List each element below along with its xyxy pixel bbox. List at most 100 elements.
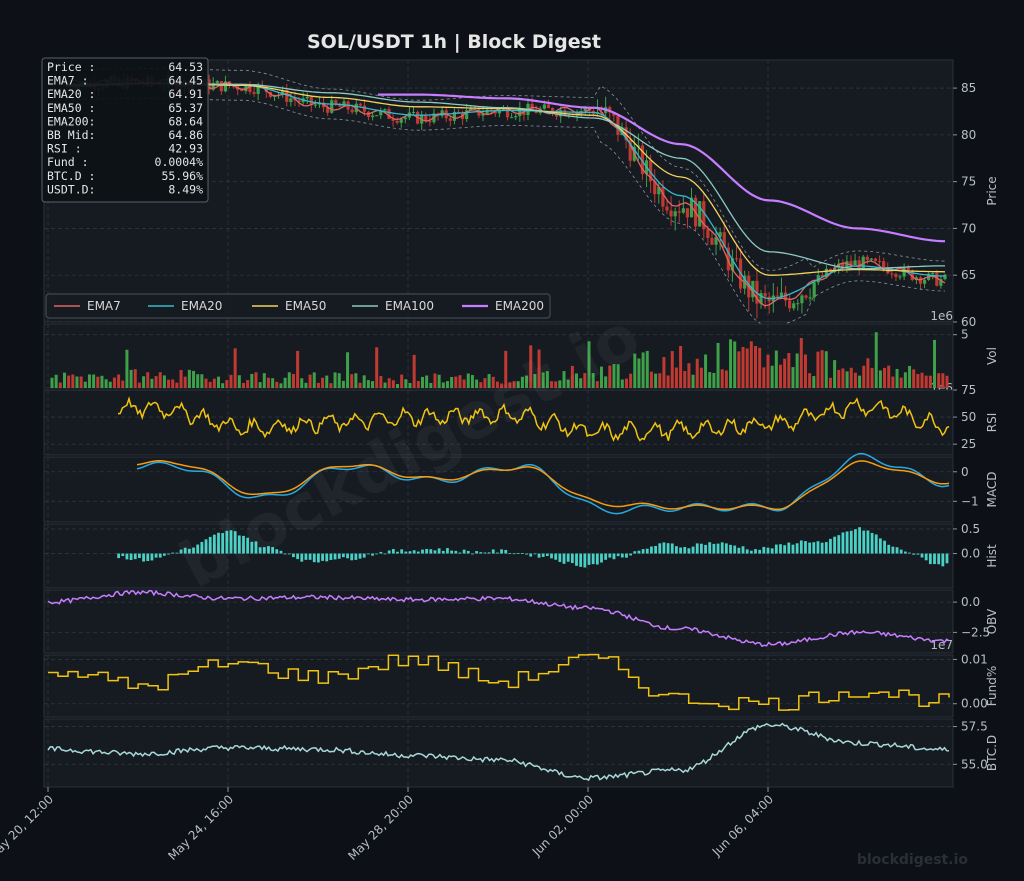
- offset-text: 1e6: [930, 309, 953, 323]
- series-line-rsi: [117, 396, 950, 442]
- hist-bar: [608, 553, 612, 558]
- volume-bar: [545, 371, 549, 388]
- bollinger-upper: [65, 68, 946, 271]
- volume-bar: [808, 373, 812, 388]
- candle-body: [469, 108, 473, 111]
- hist-bar: [899, 549, 903, 554]
- volume-bar: [683, 371, 687, 388]
- volume-bar: [429, 382, 433, 388]
- hist-bar: [708, 542, 712, 554]
- volume-bar: [554, 381, 558, 388]
- panels: 858075706560Price1e65Vol1e6755025RSI0−1M…: [43, 59, 999, 788]
- candle-body: [718, 232, 722, 238]
- hist-bar: [787, 542, 791, 554]
- volume-bar: [167, 379, 171, 388]
- volume-bar: [491, 376, 495, 388]
- hist-bar: [246, 537, 250, 554]
- volume-bar: [733, 341, 737, 388]
- info-box-frame: [41, 57, 209, 203]
- candle-body: [211, 83, 215, 90]
- volume-bar: [745, 348, 749, 388]
- candle-body: [289, 98, 293, 102]
- y-tick-label: 0.5: [961, 522, 980, 536]
- volume-bar: [679, 345, 683, 388]
- volume-bar: [862, 365, 866, 388]
- candle-body: [857, 260, 861, 269]
- candle-body: [510, 117, 514, 119]
- volume-bar: [470, 375, 474, 388]
- hist-bar: [562, 553, 566, 564]
- volume-bar: [579, 378, 583, 388]
- candle-body: [845, 261, 849, 268]
- volume-bar: [204, 378, 208, 388]
- hist-bar: [429, 549, 433, 554]
- hist-bar: [204, 539, 208, 554]
- hist-bar: [125, 553, 129, 560]
- candle-body: [665, 206, 669, 211]
- volume-bar: [649, 371, 653, 388]
- volume-bar: [916, 374, 920, 388]
- y-tick-label: 57.5: [961, 720, 988, 734]
- y-axis-label: Hist: [985, 544, 999, 568]
- hist-bar: [587, 553, 591, 565]
- volume-bar: [237, 375, 241, 388]
- hist-bar: [679, 547, 682, 554]
- candle-body: [579, 111, 583, 113]
- volume-bar: [941, 373, 945, 388]
- hist-bar: [841, 532, 845, 554]
- candle-body: [783, 292, 788, 301]
- hist-bar: [425, 548, 429, 554]
- candle-body: [873, 258, 878, 261]
- volume-bar: [770, 365, 774, 388]
- candle-body: [424, 114, 428, 121]
- candle-body: [640, 145, 645, 175]
- volume-bar: [762, 367, 766, 388]
- hist-bar: [400, 549, 404, 554]
- hist-bar: [616, 553, 620, 557]
- y-tick-label: 0.00: [961, 697, 988, 711]
- volume-bar: [67, 375, 71, 388]
- hist-bar: [233, 531, 237, 554]
- hist-bar: [916, 553, 920, 555]
- hist-bar: [171, 552, 175, 554]
- hist-bar: [150, 553, 154, 561]
- candle-body: [779, 292, 784, 297]
- hist-bar: [275, 549, 279, 554]
- hist-bar: [175, 552, 179, 554]
- hist-bar: [816, 541, 820, 554]
- volume-bar: [425, 375, 429, 388]
- info-value: 64.91: [168, 87, 203, 101]
- info-value: 0.0004%: [155, 155, 204, 169]
- candle-body: [481, 113, 485, 116]
- candle-body: [240, 89, 244, 92]
- hist-bar: [512, 553, 516, 555]
- volume-bar: [791, 367, 795, 388]
- hist-bar: [770, 548, 774, 554]
- hist-bar: [458, 552, 462, 554]
- hist-bar: [829, 538, 832, 554]
- hist-bar: [242, 535, 245, 554]
- hist-bar: [820, 542, 824, 554]
- volume-bar: [758, 347, 762, 388]
- candle-body: [244, 84, 248, 92]
- volume-bar: [200, 374, 204, 388]
- volume-bar: [412, 354, 416, 388]
- candle-body: [706, 229, 710, 238]
- volume-bar: [437, 374, 441, 388]
- y-tick-label: 25: [961, 437, 976, 451]
- hist-bar: [645, 548, 649, 554]
- hist-bar: [254, 541, 258, 554]
- volume-bar: [803, 354, 807, 388]
- candle-body: [313, 104, 317, 106]
- hist-bar: [595, 553, 599, 565]
- volume-bar: [833, 360, 837, 388]
- volume-bar: [853, 372, 857, 388]
- volume-bar: [75, 376, 79, 388]
- legend-label: EMA20: [181, 299, 222, 313]
- hist-bar: [387, 550, 391, 554]
- panel-frame: [43, 718, 954, 788]
- volume-bar: [666, 375, 670, 388]
- hist-bar: [575, 553, 578, 566]
- volume-bar: [687, 363, 691, 388]
- volume-bar: [445, 381, 449, 388]
